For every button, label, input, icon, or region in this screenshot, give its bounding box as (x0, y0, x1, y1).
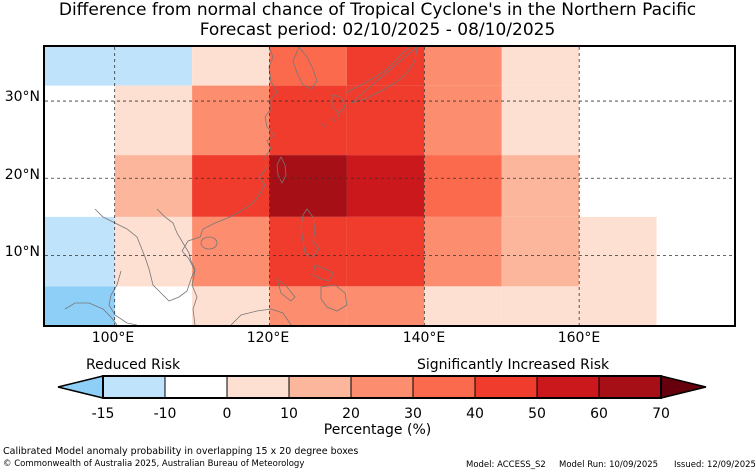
copyright: © Commonwealth of Australia 2025, Austra… (3, 459, 305, 469)
colorbar (57, 375, 707, 399)
colorbar-segment-6 (474, 375, 538, 399)
colorbar-segment-5 (412, 375, 476, 399)
luzon-island (300, 208, 320, 258)
colorbar-under-arrow (57, 375, 104, 399)
risk-cell-14 (192, 155, 270, 217)
lon-label-160e: 160°E (557, 330, 601, 346)
risk-cell-26 (579, 216, 657, 287)
risk-cell-15 (269, 155, 347, 217)
risk-cell-7 (114, 85, 193, 156)
malay-coastline (108, 270, 138, 325)
honshu-island (344, 47, 418, 104)
coastlines (64, 47, 418, 325)
colorbar-segment-1 (164, 375, 228, 399)
colorbar-tick-label: -10 (153, 406, 177, 422)
colorbar-outline (102, 375, 662, 399)
indochina-coastline (94, 208, 196, 302)
risk-cells (45, 47, 657, 325)
risk-cell-16 (346, 155, 425, 217)
risk-cell-2 (192, 47, 270, 86)
forecast-period: Forecast period: 02/10/2025 - 08/10/2025 (199, 20, 556, 40)
risk-cell-1 (114, 47, 193, 86)
visayas-islands (312, 264, 334, 282)
risk-cell-8 (192, 85, 270, 156)
colorbar-segment-7 (536, 375, 600, 399)
colorbar-tick-label: -15 (91, 406, 115, 422)
map-title: Difference from normal chance of Tropica… (58, 0, 697, 20)
colorbar-axis-label: Percentage (%) (323, 422, 432, 438)
risk-cell-4 (346, 47, 425, 86)
colorbar-segment-4 (350, 375, 414, 399)
risk-cell-17 (424, 155, 502, 217)
risk-cell-21 (192, 216, 270, 287)
map-panel[interactable] (43, 45, 736, 327)
colorbar-segments (57, 375, 707, 399)
issued-date: Issued: 12/09/2025 (674, 460, 755, 470)
risk-cell-20 (114, 216, 193, 287)
lat-label-20n: 20°N (4, 167, 40, 183)
risk-cell-24 (424, 216, 502, 287)
ryukyu-islands (320, 112, 340, 128)
korea-coastline (292, 47, 318, 90)
borneo-coastline (230, 308, 292, 325)
taiwan-island (276, 156, 287, 184)
model-name: Model: ACCESS_S2 (466, 460, 546, 470)
risk-cell-22 (269, 216, 347, 287)
risk-cell-23 (346, 216, 425, 287)
colorbar-segment-8 (598, 375, 662, 399)
lon-label-140e: 140°E (402, 330, 446, 346)
risk-cell-28 (192, 286, 270, 325)
risk-cell-11 (424, 85, 502, 156)
footnote: Calibrated Model anomaly probability in … (3, 446, 359, 457)
risk-cell-30 (346, 286, 425, 325)
hainan-island (200, 236, 218, 250)
risk-cell-29 (269, 286, 347, 325)
risk-cell-19 (45, 216, 115, 287)
risk-cell-10 (346, 85, 425, 156)
lat-label-30n: 30°N (4, 89, 40, 105)
colorbar-tick-label: 20 (342, 406, 360, 422)
colorbar-tick-label: 0 (222, 406, 232, 422)
kyushu-island (332, 94, 346, 114)
risk-cell-33 (579, 286, 657, 325)
sumatra-coastline (64, 302, 118, 325)
increased-risk-label: Significantly Increased Risk (417, 357, 610, 373)
colorbar-tick-label: 40 (466, 406, 484, 422)
gridlines (45, 47, 734, 325)
risk-cell-31 (424, 286, 502, 325)
model-run: Model Run: 10/09/2025 (559, 460, 659, 470)
colorbar-tick-label: 50 (528, 406, 546, 422)
risk-cell-5 (424, 47, 502, 86)
palawan-island (276, 277, 296, 302)
risk-cell-6 (501, 47, 580, 86)
mindanao-island (320, 284, 348, 312)
risk-cell-27 (45, 286, 115, 325)
china-coastline (181, 47, 278, 325)
lon-label-120e: 120°E (246, 330, 290, 346)
risk-map (45, 47, 734, 325)
risk-cell-25 (501, 216, 580, 287)
colorbar-tick-label: 30 (404, 406, 422, 422)
reduced-risk-label: Reduced Risk (86, 357, 181, 373)
colorbar-over-arrow (660, 375, 707, 399)
colorbar-segment-2 (226, 375, 290, 399)
risk-cell-0 (45, 47, 115, 86)
risk-cell-18 (501, 155, 580, 217)
risk-cell-12 (501, 85, 580, 156)
risk-cell-13 (114, 155, 193, 217)
risk-cell-9 (269, 85, 347, 156)
risk-cell-3 (269, 47, 347, 86)
colorbar-segment-3 (288, 375, 352, 399)
colorbar-tick-label: 70 (652, 406, 670, 422)
colorbar-tick-label: 10 (280, 406, 298, 422)
risk-cell-32 (501, 286, 580, 325)
colorbar-segment-0 (102, 375, 166, 399)
lat-label-10n: 10°N (4, 244, 40, 260)
lon-label-100e: 100°E (91, 330, 135, 346)
colorbar-tick-label: 60 (590, 406, 608, 422)
